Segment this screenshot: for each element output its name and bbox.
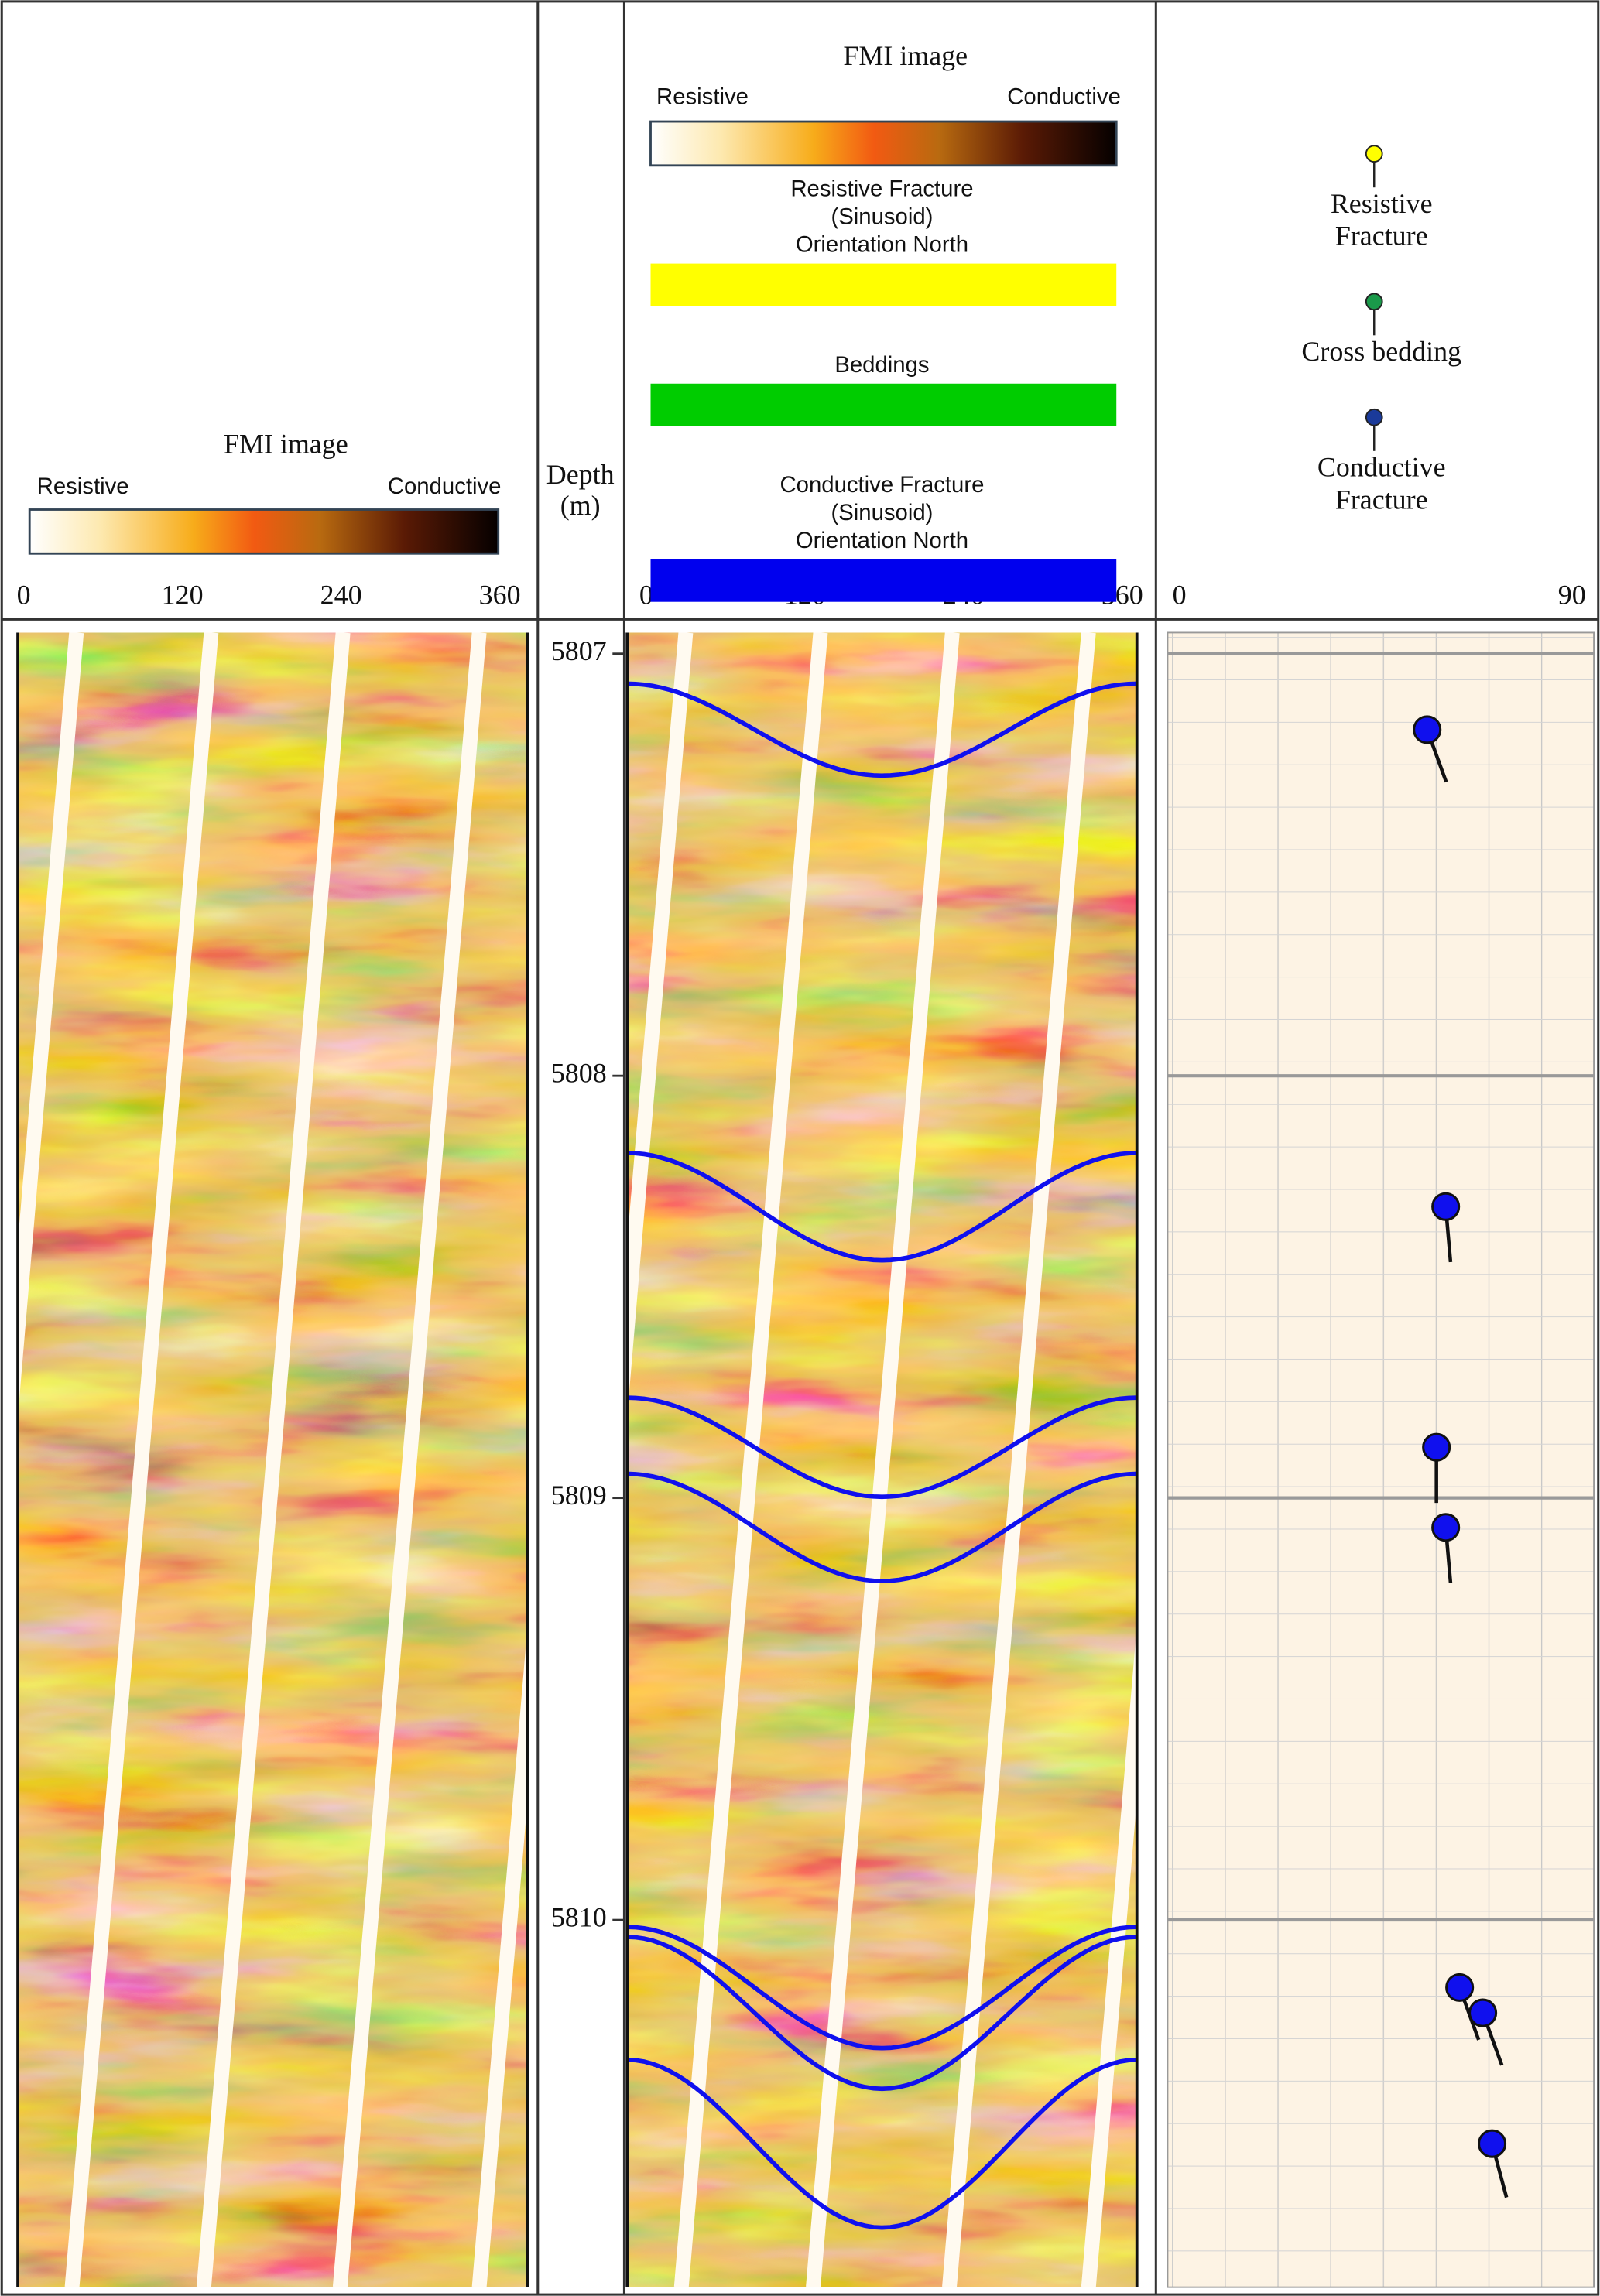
legend-label: Fracture (1335, 221, 1428, 251)
fracture-sinusoid (627, 2057, 1137, 2230)
depth-unit: (m) (560, 490, 601, 521)
track-title: FMI image (224, 428, 348, 459)
fracture-sinusoid (627, 1471, 1137, 1583)
color-bar (28, 508, 500, 555)
legend-label: Beddings (834, 352, 929, 378)
scale-low-label: Resistive (37, 474, 129, 499)
track-title: FMI image (843, 40, 968, 71)
x-tick-label: 0 (639, 579, 653, 610)
legend-symbol (1365, 145, 1383, 163)
legend-symbol (1365, 408, 1383, 426)
pad-gap (332, 632, 487, 2287)
fracture-sinusoid (627, 1925, 1137, 2051)
legend-label: Orientation North (796, 528, 968, 553)
legend-swatch (650, 559, 1117, 602)
legend-symbol (1365, 293, 1383, 311)
fracture-sinusoid (627, 1151, 1137, 1263)
pad-gap (196, 632, 351, 2287)
legend-swatch (650, 263, 1117, 306)
x-tick-label: 120 (162, 579, 204, 610)
depth-tick-label: 5807 (551, 635, 607, 666)
fmi-image (627, 632, 1137, 2287)
depth-label: Depth (546, 459, 615, 490)
legend-label: (Sinusoid) (831, 204, 933, 230)
tadpole-head (1478, 2129, 1507, 2158)
depth-tick-label: 5810 (551, 1901, 607, 1932)
fracture-sinusoid (627, 1395, 1137, 1500)
depth-tick-label: 5809 (551, 1480, 607, 1511)
depth-tick-label: 5808 (551, 1057, 607, 1088)
pad-gap (673, 632, 828, 2287)
color-bar (649, 120, 1118, 167)
tadpole-head (1422, 1432, 1451, 1462)
pad-gap (18, 632, 84, 1417)
x-tick-label: 90 (1558, 579, 1586, 610)
legend-label: Resistive Fracture (790, 176, 973, 202)
legend-label: Resistive (1331, 188, 1433, 219)
tadpole-head (1431, 1513, 1461, 1542)
legend-label: Cross bedding (1301, 336, 1461, 367)
scale-low-label: Resistive (656, 84, 749, 110)
pad-gap (64, 632, 219, 2287)
legend-label: Conductive (1317, 452, 1446, 483)
tadpole-head (1445, 1973, 1475, 2002)
pad-gap (942, 632, 1096, 2287)
legend-label: (Sinusoid) (831, 500, 933, 525)
pad-gap (471, 1624, 528, 2287)
tadpole-head (1431, 1192, 1461, 1221)
fracture-sinusoid (627, 1935, 1137, 2092)
fmi-image (18, 632, 528, 2287)
legend-swatch (650, 383, 1117, 426)
x-tick-label: 360 (479, 579, 521, 610)
legend-label: Orientation North (796, 232, 968, 258)
scale-high-label: Conductive (1007, 84, 1121, 110)
pad-gap (1081, 1624, 1137, 2287)
tadpole-head (1413, 715, 1442, 744)
x-tick-label: 0 (1173, 579, 1187, 610)
scale-high-label: Conductive (388, 474, 502, 499)
x-tick-label: 0 (17, 579, 31, 610)
tadpole-grid (1167, 631, 1595, 2288)
tadpole-head (1468, 1998, 1498, 2027)
x-tick-label: 240 (320, 579, 362, 610)
legend-label: Conductive Fracture (779, 472, 984, 498)
pad-gap (627, 632, 694, 1417)
legend-label: Fracture (1335, 484, 1428, 515)
pad-gap (806, 632, 960, 2287)
fracture-sinusoid (627, 681, 1137, 778)
